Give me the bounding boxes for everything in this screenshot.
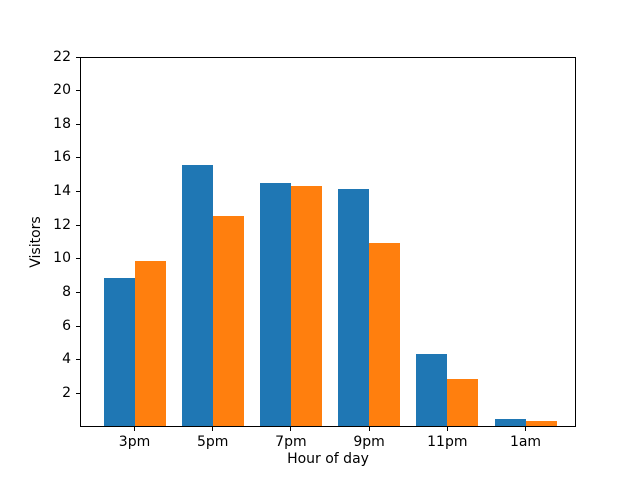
y-tick-label: 6 (62, 317, 71, 334)
y-tick-label: 12 (53, 216, 71, 233)
bar-series-1-1am (494, 419, 526, 426)
bar-series-1-5pm (181, 165, 213, 426)
x-tick-label: 7pm (275, 434, 307, 450)
y-tick-label: 8 (62, 283, 71, 300)
bar-series-1-3pm (103, 278, 135, 426)
x-tick-mark (290, 427, 292, 431)
y-tick-mark (76, 157, 80, 159)
y-tick-mark (76, 258, 80, 260)
y-tick-mark (76, 392, 80, 394)
x-tick-label: 11pm (427, 434, 468, 450)
x-tick-label: 5pm (196, 434, 229, 450)
y-tick-mark (76, 56, 80, 58)
x-tick-label: 9pm (353, 434, 385, 450)
bar-series-1-11pm (416, 353, 448, 426)
y-tick-label: 22 (53, 48, 71, 65)
bar-series-2-1am (525, 420, 557, 426)
bar-series-2-5pm (212, 215, 244, 426)
y-tick-mark (76, 224, 80, 226)
y-tick-label: 2 (62, 384, 71, 401)
y-tick-mark (76, 90, 80, 92)
y-tick-mark (76, 291, 80, 293)
y-tick-label: 20 (53, 82, 71, 99)
x-tick-label: 3pm (118, 434, 151, 450)
y-tick-mark (76, 123, 80, 125)
y-tick-label: 4 (62, 351, 71, 368)
y-tick-label: 10 (53, 250, 71, 267)
x-tick-mark (368, 427, 370, 431)
x-tick-mark (446, 427, 448, 431)
x-axis-label: Hour of day (287, 451, 369, 467)
y-tick-mark (76, 325, 80, 327)
bar-series-2-11pm (447, 378, 479, 426)
y-tick-label: 16 (53, 149, 71, 166)
bar-series-1-9pm (338, 188, 370, 426)
x-tick-mark (525, 427, 526, 431)
x-tick-mark (212, 427, 214, 431)
bar-series-2-7pm (290, 185, 322, 426)
x-tick-label: 1am (509, 434, 542, 450)
y-tick-mark (76, 359, 80, 361)
y-tick-mark (76, 191, 80, 193)
bar-series-2-9pm (369, 242, 401, 426)
bar-series-2-3pm (134, 261, 166, 426)
y-tick-label: 18 (53, 115, 71, 132)
bar-series-1-7pm (259, 182, 291, 426)
y-tick-label: 14 (53, 183, 71, 200)
x-tick-mark (134, 427, 135, 431)
